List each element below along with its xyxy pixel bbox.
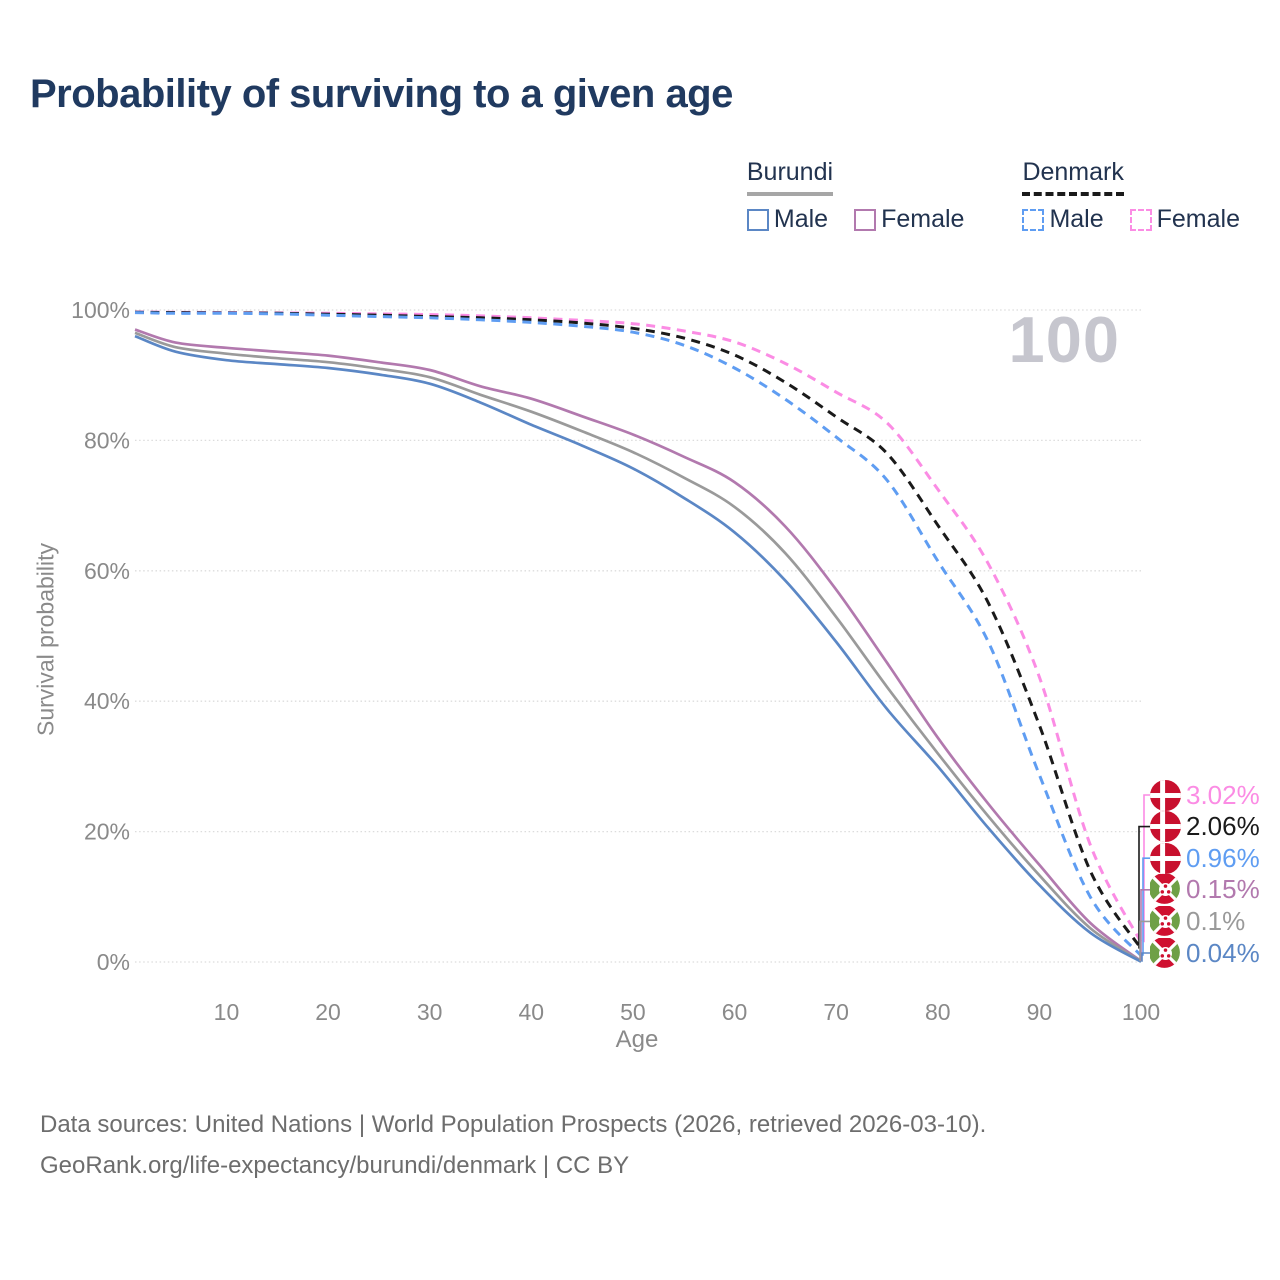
leader-line: [1138, 825, 1150, 949]
end-value-label: 0.96%: [1186, 842, 1260, 873]
end-value-row: 0.04%: [1150, 937, 1260, 969]
series-line-denmark-female[interactable]: [134, 310, 1143, 943]
series-line-burundi-female[interactable]: [134, 328, 1142, 963]
legend-items: Male Female: [1022, 205, 1240, 234]
series-line-burundi-male[interactable]: [134, 334, 1142, 963]
end-value-row: 2.06%: [1150, 811, 1260, 843]
footer: Data sources: United Nations | World Pop…: [40, 1104, 986, 1187]
y-tick-label: 0%: [97, 949, 130, 975]
leader-line: [1141, 952, 1150, 962]
end-value-label: 0.1%: [1186, 905, 1246, 936]
y-tick-label: 20%: [84, 819, 130, 845]
x-tick-label: 100: [1122, 999, 1160, 1025]
burundi-flag-icon: [1150, 938, 1181, 969]
legend: Burundi Male Female Denmark Male Female: [746, 158, 1240, 234]
legend-swatch-icon: [854, 208, 877, 231]
end-value-row: 0.1%: [1150, 905, 1245, 937]
denmark-flag-icon: [1150, 843, 1181, 874]
hover-age-watermark: 100: [1008, 303, 1120, 376]
legend-item-denmark-female[interactable]: Female: [1129, 205, 1240, 234]
end-value-row: 0.15%: [1150, 874, 1260, 906]
denmark-flag-icon: [1150, 811, 1181, 842]
legend-item-label: Female: [881, 205, 965, 233]
end-value-label: 0.04%: [1186, 937, 1260, 968]
legend-swatch-icon: [746, 208, 769, 231]
legend-items: Male Female: [746, 205, 964, 234]
end-value-row: 0.96%: [1150, 842, 1260, 874]
legend-item-label: Female: [1156, 205, 1240, 233]
x-tick-label: 60: [722, 999, 748, 1025]
end-value-label: 0.15%: [1186, 874, 1260, 905]
legend-item-label: Male: [773, 205, 829, 233]
x-tick-label: 40: [519, 999, 545, 1025]
x-tick-label: 10: [214, 999, 240, 1025]
x-tick-label: 20: [315, 999, 341, 1025]
x-tick-label: 80: [925, 999, 951, 1025]
end-value-row: 3.02%: [1150, 779, 1260, 811]
denmark-flag-icon: [1150, 780, 1181, 811]
legend-group-burundi: Burundi Male Female: [746, 158, 964, 234]
legend-group-title: Denmark: [1022, 158, 1124, 196]
y-tick-label: 80%: [84, 427, 130, 453]
burundi-flag-icon: [1150, 906, 1181, 937]
attribution-line: GeoRank.org/life-expectancy/burundi/denm…: [40, 1152, 630, 1180]
legend-item-label: Male: [1049, 205, 1104, 233]
burundi-flag-icon: [1150, 874, 1181, 905]
chart-title: Probability of surviving to a given age: [30, 72, 733, 116]
leader-line: [1139, 920, 1150, 962]
x-tick-label: 50: [620, 999, 646, 1025]
leader-line: [1143, 794, 1150, 943]
legend-item-burundi-female[interactable]: Female: [854, 205, 964, 234]
legend-swatch-icon: [1129, 208, 1152, 231]
series-line-denmark-male[interactable]: [134, 311, 1143, 957]
legend-item-burundi-male[interactable]: Male: [746, 205, 829, 234]
leader-line: [1142, 857, 1150, 956]
x-tick-label: 90: [1027, 999, 1053, 1025]
leader-line: [1140, 889, 1150, 961]
end-value-label: 2.06%: [1186, 811, 1260, 842]
x-tick-label: 70: [823, 999, 849, 1025]
end-value-label: 3.02%: [1186, 779, 1260, 810]
legend-group-title: Burundi: [746, 158, 834, 196]
series-line-denmark-combined[interactable]: [134, 310, 1143, 950]
legend-group-denmark: Denmark Male Female: [1022, 158, 1240, 234]
y-tick-label: 40%: [84, 688, 130, 714]
legend-swatch-icon: [1022, 208, 1045, 231]
y-tick-label: 100%: [71, 297, 130, 323]
x-axis-title: Age: [615, 1026, 659, 1053]
y-tick-label: 60%: [84, 558, 130, 584]
x-tick-label: 30: [417, 999, 443, 1025]
legend-item-denmark-male[interactable]: Male: [1022, 205, 1104, 234]
data-sources-line: Data sources: United Nations | World Pop…: [40, 1111, 987, 1138]
series-line-burundi-combined[interactable]: [134, 331, 1142, 963]
